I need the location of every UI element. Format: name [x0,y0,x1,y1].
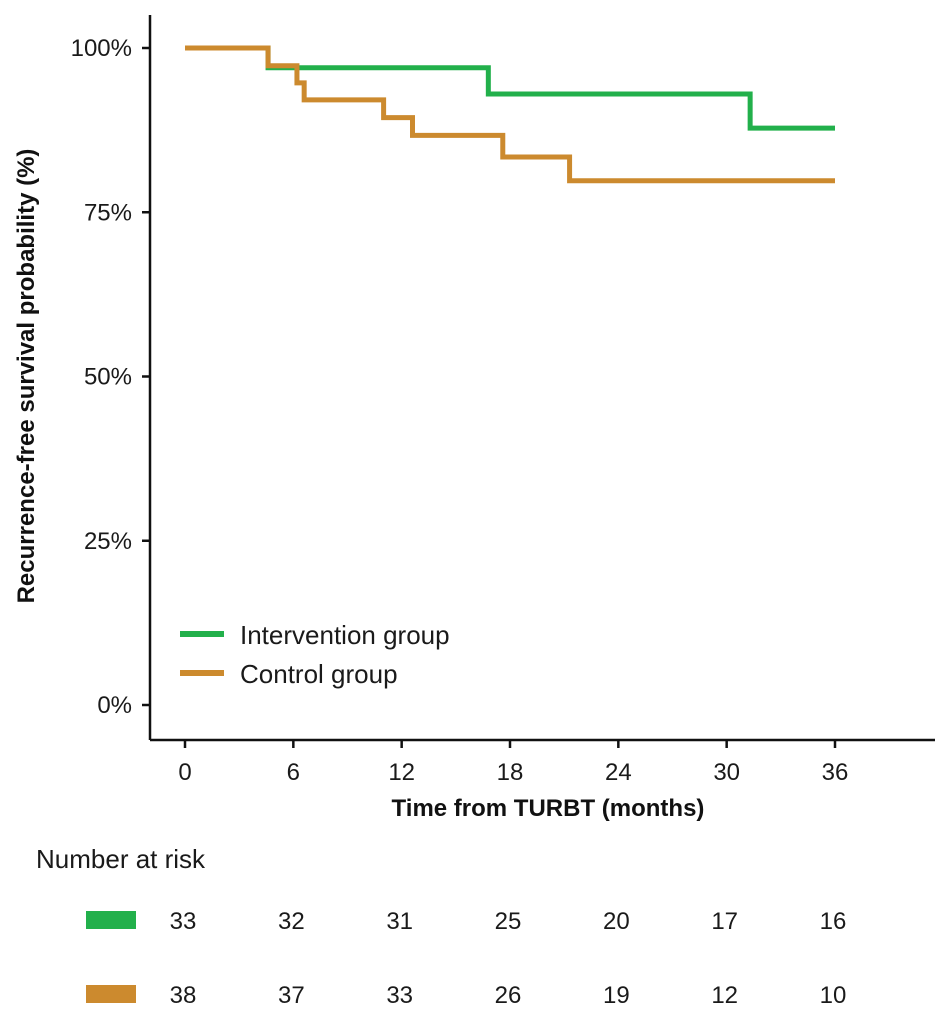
x-axis-title: Time from TURBT (months) [392,795,705,822]
y-axis-title: Recurrence-free survival probability (%) [13,149,40,604]
y-tick-label: 75% [84,199,132,226]
risk-table: 33 32 31 25 20 17 16 38 37 33 26 19 12 10 [86,908,846,1009]
y-axis: 0% 25% 50% 75% 100% [71,15,152,740]
risk-count: 19 [603,982,630,1009]
intervention-group-curve [185,45,835,131]
y-tick-label: 100% [71,35,132,62]
y-tick-label: 25% [84,528,132,555]
risk-count: 10 [820,982,847,1009]
risk-row-swatch [86,911,136,929]
x-tick-label: 30 [713,759,740,786]
risk-count: 37 [278,982,305,1009]
risk-count: 25 [495,908,522,935]
risk-table-title: Number at risk [36,844,206,874]
risk-count: 38 [170,982,197,1009]
legend: Intervention group Control group [180,620,450,689]
risk-row-swatch [86,985,136,1003]
y-tick-label: 0% [97,692,132,719]
risk-count: 26 [495,982,522,1009]
risk-count: 31 [386,908,413,935]
risk-count: 12 [711,982,738,1009]
risk-count: 17 [711,908,738,935]
risk-count: 32 [278,908,305,935]
risk-count: 16 [820,908,847,935]
risk-count: 20 [603,908,630,935]
legend-label-control-group: Control group [240,659,398,689]
x-tick-label: 12 [388,759,415,786]
x-axis: 0 6 12 18 24 30 36 [150,738,935,786]
risk-count: 33 [170,908,197,935]
risk-count: 33 [386,982,413,1009]
control-group-curve [185,45,835,184]
x-tick-label: 24 [605,759,632,786]
x-tick-label: 0 [178,759,191,786]
x-tick-label: 36 [822,759,849,786]
legend-label-intervention-group: Intervention group [240,620,450,650]
x-tick-label: 6 [287,759,300,786]
y-tick-label: 50% [84,364,132,391]
x-tick-label: 18 [497,759,524,786]
series-layer [185,45,835,184]
